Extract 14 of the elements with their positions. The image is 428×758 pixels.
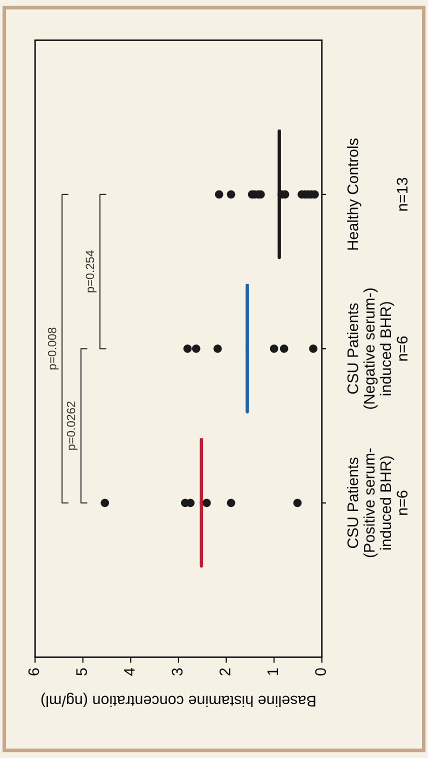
- y-tick-label: CSU Patients (Positive serum- induced BHR) n=6: [346, 448, 408, 558]
- annotation: p=0.008: [48, 328, 59, 370]
- x-axis-title: Baseline histamine concentration (ng/ml): [41, 692, 316, 708]
- category-label: Healthy Controls n=13: [346, 138, 408, 250]
- x-tick-label: 3: [172, 668, 183, 676]
- y-tick-label: CSU Patients (Negative serum-) induced BHR) n=6: [346, 288, 408, 409]
- x-tick-label: 5: [76, 668, 87, 676]
- x-tick-label: 4: [124, 668, 135, 676]
- x-tick-label: 2: [220, 668, 230, 676]
- x-tick-label: 1: [268, 668, 278, 675]
- x-tick-label: 6: [28, 668, 40, 676]
- annotation: p=0.0262: [66, 402, 78, 450]
- annotation: p=0.254: [86, 250, 96, 292]
- x-tick-label: 0: [315, 668, 326, 676]
